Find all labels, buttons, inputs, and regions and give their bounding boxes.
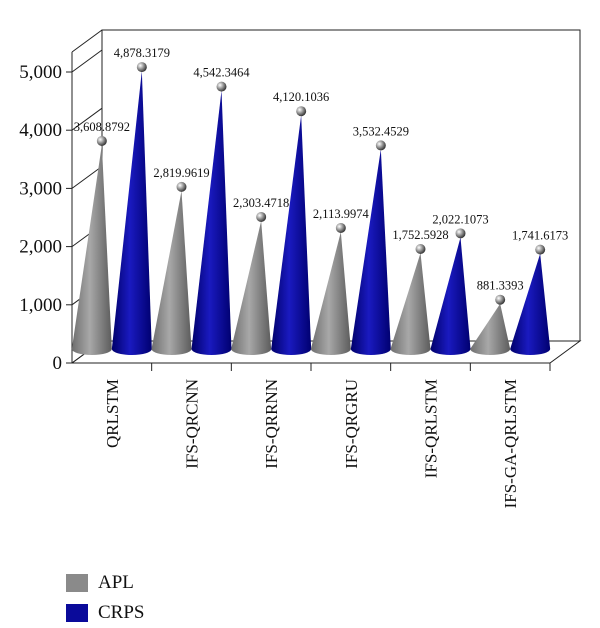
- legend-item-apl: APL: [66, 568, 144, 598]
- y-tick-label: 1,000: [19, 295, 62, 316]
- y-tick-diagonal: [71, 165, 103, 189]
- x-category-label: IFS-GA-QRLSTM: [501, 379, 520, 508]
- bar-apl: [151, 190, 192, 355]
- y-tick-diagonal: [71, 49, 103, 73]
- bar-marker: [455, 228, 466, 239]
- bar-apl: [231, 220, 272, 355]
- bar-marker: [415, 243, 426, 254]
- bar-crps: [191, 90, 232, 355]
- x-category-label: IFS-QRCNN: [183, 379, 202, 469]
- bar-marker: [335, 222, 346, 233]
- bar-marker: [136, 62, 147, 73]
- data-label: 2,303.4718: [233, 196, 289, 210]
- bar-apl: [71, 144, 112, 355]
- x-category-label: IFS-QRRNN: [262, 379, 281, 469]
- data-labels: 3,608.8792 4,878.3179 2,819.9619 4,542.3464…: [74, 46, 569, 293]
- y-tick-label: 3,000: [19, 178, 62, 199]
- bar-crps: [510, 253, 551, 355]
- data-label: 1,752.5928: [392, 228, 448, 242]
- bar-marker: [495, 294, 506, 305]
- data-label: 2,113.9974: [313, 207, 370, 221]
- y-axis: 0 1,000 2,000 3,000 4,000 5,000: [19, 49, 103, 374]
- data-label: 3,532.4529: [353, 124, 409, 138]
- x-category-label: IFS-QRGRU: [342, 379, 361, 469]
- x-category-label: QRLSTM: [103, 379, 122, 448]
- bar-marker: [375, 140, 386, 151]
- y-tick-label: 2,000: [19, 237, 62, 258]
- y-tick-label: 0: [53, 353, 63, 374]
- bar-crps: [111, 71, 152, 355]
- bar-apl: [390, 252, 431, 355]
- data-label: 881.3393: [477, 279, 524, 293]
- bar-marker: [256, 211, 267, 222]
- data-label: 2,022.1073: [432, 212, 488, 226]
- bar-marker: [535, 244, 546, 255]
- legend-swatch-apl: [66, 574, 88, 592]
- bar-crps: [350, 149, 391, 355]
- bar-marker: [96, 135, 107, 146]
- bar-marker: [176, 181, 187, 192]
- x-category-label: IFS-QRLSTM: [422, 379, 441, 478]
- y-tick-label: 4,000: [19, 120, 62, 141]
- data-label: 4,120.1036: [273, 90, 329, 104]
- data-label: 3,608.8792: [74, 120, 130, 134]
- side-wall-top: [71, 29, 103, 53]
- y-tick-diagonal: [71, 107, 103, 131]
- bar-apl: [470, 303, 511, 355]
- data-label: 2,819.9619: [153, 166, 209, 180]
- data-label: 1,741.6173: [512, 229, 568, 243]
- x-axis: QRLSTM IFS-QRCNN IFS-QRRNN IFS-QRGRU IFS-QRL…: [103, 363, 551, 508]
- legend-label-apl: APL: [98, 572, 134, 593]
- data-label: 4,542.3464: [193, 66, 250, 80]
- y-tick-label: 5,000: [19, 62, 62, 83]
- bar-crps: [430, 237, 471, 355]
- bar-apl: [310, 231, 351, 355]
- legend-label-crps: CRPS: [98, 602, 145, 623]
- legend-swatch-crps: [66, 604, 88, 622]
- bar-marker: [216, 81, 227, 92]
- bar-crps: [271, 115, 312, 356]
- bar-marker: [296, 106, 307, 117]
- data-label: 4,878.3179: [114, 46, 170, 60]
- bars: [71, 62, 551, 356]
- legend-item-crps: CRPS: [66, 598, 144, 628]
- legend: APL CRPS: [66, 568, 144, 628]
